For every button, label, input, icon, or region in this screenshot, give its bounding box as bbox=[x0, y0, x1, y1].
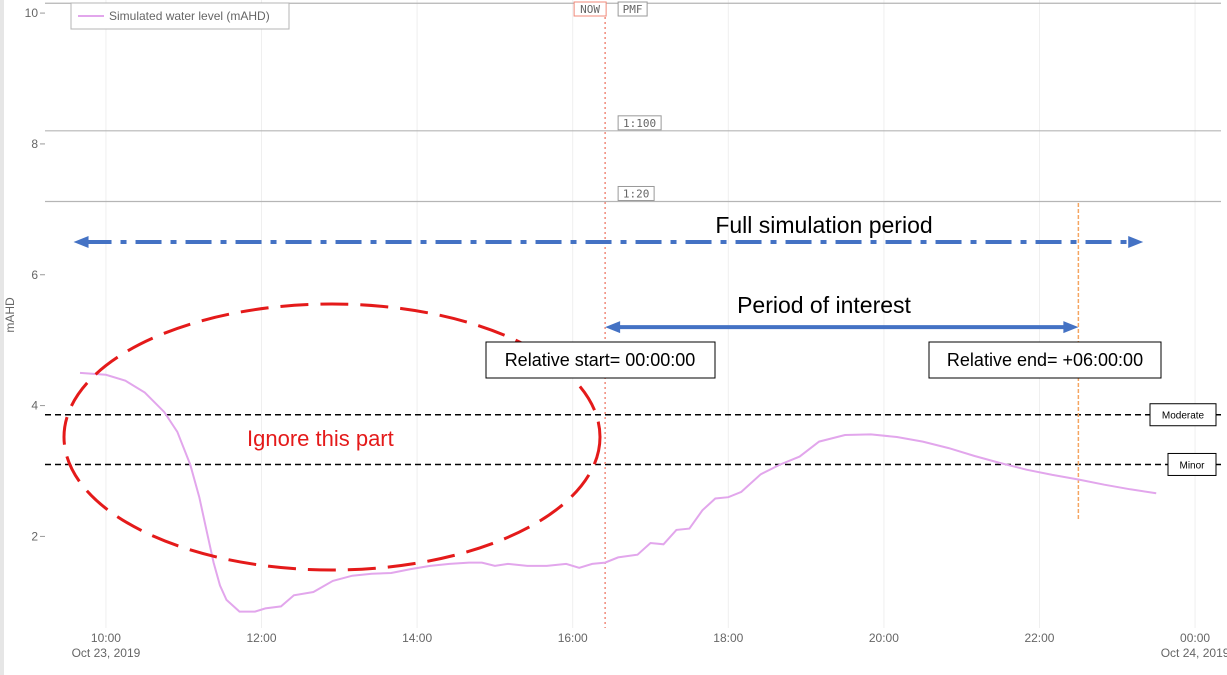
full-period-arrow-head-left bbox=[73, 236, 89, 249]
water-level-line bbox=[79, 371, 1157, 613]
x-tick-label: 14:00 bbox=[402, 631, 432, 645]
left-edge-strip bbox=[0, 0, 4, 675]
threshold-label: Moderate bbox=[1162, 411, 1205, 422]
relative-start-box-frame bbox=[485, 341, 716, 379]
y-axis-title: mAHD bbox=[3, 297, 17, 333]
series-layer bbox=[79, 371, 1157, 613]
relative-end-label: Relative end= +06:00:00 bbox=[947, 350, 1143, 370]
y-tick-label: 10 bbox=[25, 6, 39, 20]
reference-line-label: PMF bbox=[623, 3, 643, 16]
full-period-arrow-head-right bbox=[1128, 236, 1144, 249]
annotation-layer: Ignore this part Relative start= 00:00:0… bbox=[62, 212, 1162, 572]
x-tick-sublabel: Oct 23, 2019 bbox=[72, 646, 141, 660]
reference-line-label: 1:100 bbox=[623, 117, 656, 130]
relative-end-box-frame bbox=[928, 341, 1162, 379]
x-tick-label: 10:00 bbox=[91, 631, 121, 645]
reference-line-tag bbox=[617, 185, 655, 201]
legend: Simulated water level (mAHD) bbox=[70, 2, 290, 30]
reference-line-tag bbox=[617, 1, 648, 17]
period-of-interest-arrow-head-left bbox=[605, 321, 621, 334]
reference-line-tag bbox=[617, 115, 662, 131]
legend-frame bbox=[70, 2, 290, 30]
period-of-interest-arrow bbox=[605, 321, 1079, 334]
y-tick-label: 2 bbox=[31, 529, 38, 543]
threshold-label: Minor bbox=[1179, 460, 1205, 471]
x-tick-sublabel: Oct 24, 2019 bbox=[1161, 646, 1227, 660]
x-tick-label: 20:00 bbox=[869, 631, 899, 645]
x-tick-label: 12:00 bbox=[247, 631, 277, 645]
full-period-arrow bbox=[73, 236, 1144, 249]
x-tick-label: 18:00 bbox=[713, 631, 743, 645]
x-tick-label: 16:00 bbox=[558, 631, 588, 645]
now-marker-tag bbox=[573, 1, 607, 17]
ignore-region-ellipse bbox=[62, 302, 602, 572]
now-marker-label: NOW bbox=[580, 3, 600, 16]
relative-end-box: Relative end= +06:00:00 bbox=[928, 341, 1162, 379]
y-tick-label: 4 bbox=[31, 399, 38, 413]
period-of-interest-label: Period of interest bbox=[737, 292, 911, 318]
relative-start-label: Relative start= 00:00:00 bbox=[505, 350, 696, 370]
threshold-label-box bbox=[1167, 452, 1217, 476]
x-tick-label: 00:00 bbox=[1180, 631, 1210, 645]
y-tick-label: 6 bbox=[31, 268, 38, 282]
ignore-region-label: Ignore this part bbox=[247, 426, 394, 451]
y-tick-label: 8 bbox=[31, 137, 38, 151]
threshold-label-box bbox=[1149, 403, 1217, 427]
x-tick-label: 22:00 bbox=[1024, 631, 1054, 645]
reference-lines-layer: Moderate Minor PMF 1:100 1:20 bbox=[45, 1, 1221, 476]
relative-start-box: Relative start= 00:00:00 bbox=[485, 341, 716, 379]
grid-layer bbox=[105, 0, 1196, 628]
full-period-label: Full simulation period bbox=[715, 212, 932, 238]
reference-line-label: 1:20 bbox=[623, 187, 650, 200]
legend-entry: Simulated water level (mAHD) bbox=[109, 9, 270, 23]
period-of-interest-arrow-head-right bbox=[1063, 321, 1079, 334]
